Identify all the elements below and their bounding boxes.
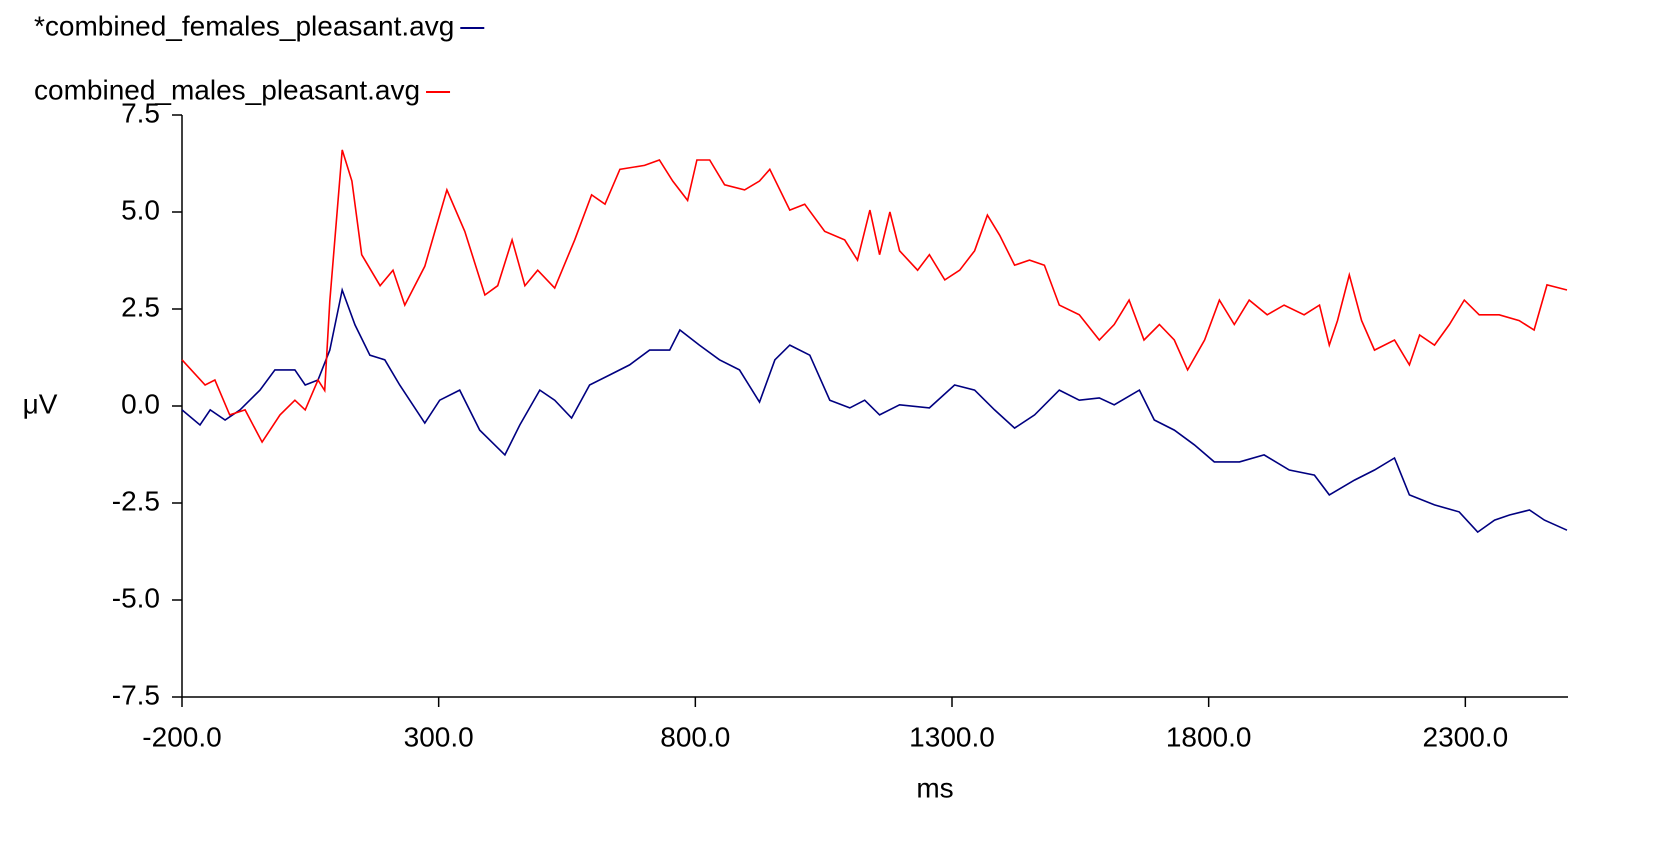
legend-label: combined_males_pleasant.avg [34,74,420,105]
y-tick-label: -7.5 [112,679,160,710]
x-tick-label: -200.0 [142,721,221,752]
x-tick-label: 1800.0 [1166,721,1252,752]
y-tick-label: -5.0 [112,582,160,613]
y-tick-label: -2.5 [112,485,160,516]
x-tick-label: 1300.0 [909,721,995,752]
series-line [181,149,1568,444]
x-tick-label: 800.0 [660,721,730,752]
y-tick-label: 7.5 [121,97,160,128]
x-tick-label: 2300.0 [1423,721,1509,752]
x-tick-label: 300.0 [404,721,474,752]
series-line [181,287,1568,534]
y-axis-label: μV [23,388,58,419]
x-axis-label: ms [916,772,953,803]
legend-label: *combined_females_pleasant.avg [34,10,454,41]
y-tick-label: 5.0 [121,194,160,225]
y-tick-label: 0.0 [121,388,160,419]
y-tick-label: 2.5 [121,291,160,322]
